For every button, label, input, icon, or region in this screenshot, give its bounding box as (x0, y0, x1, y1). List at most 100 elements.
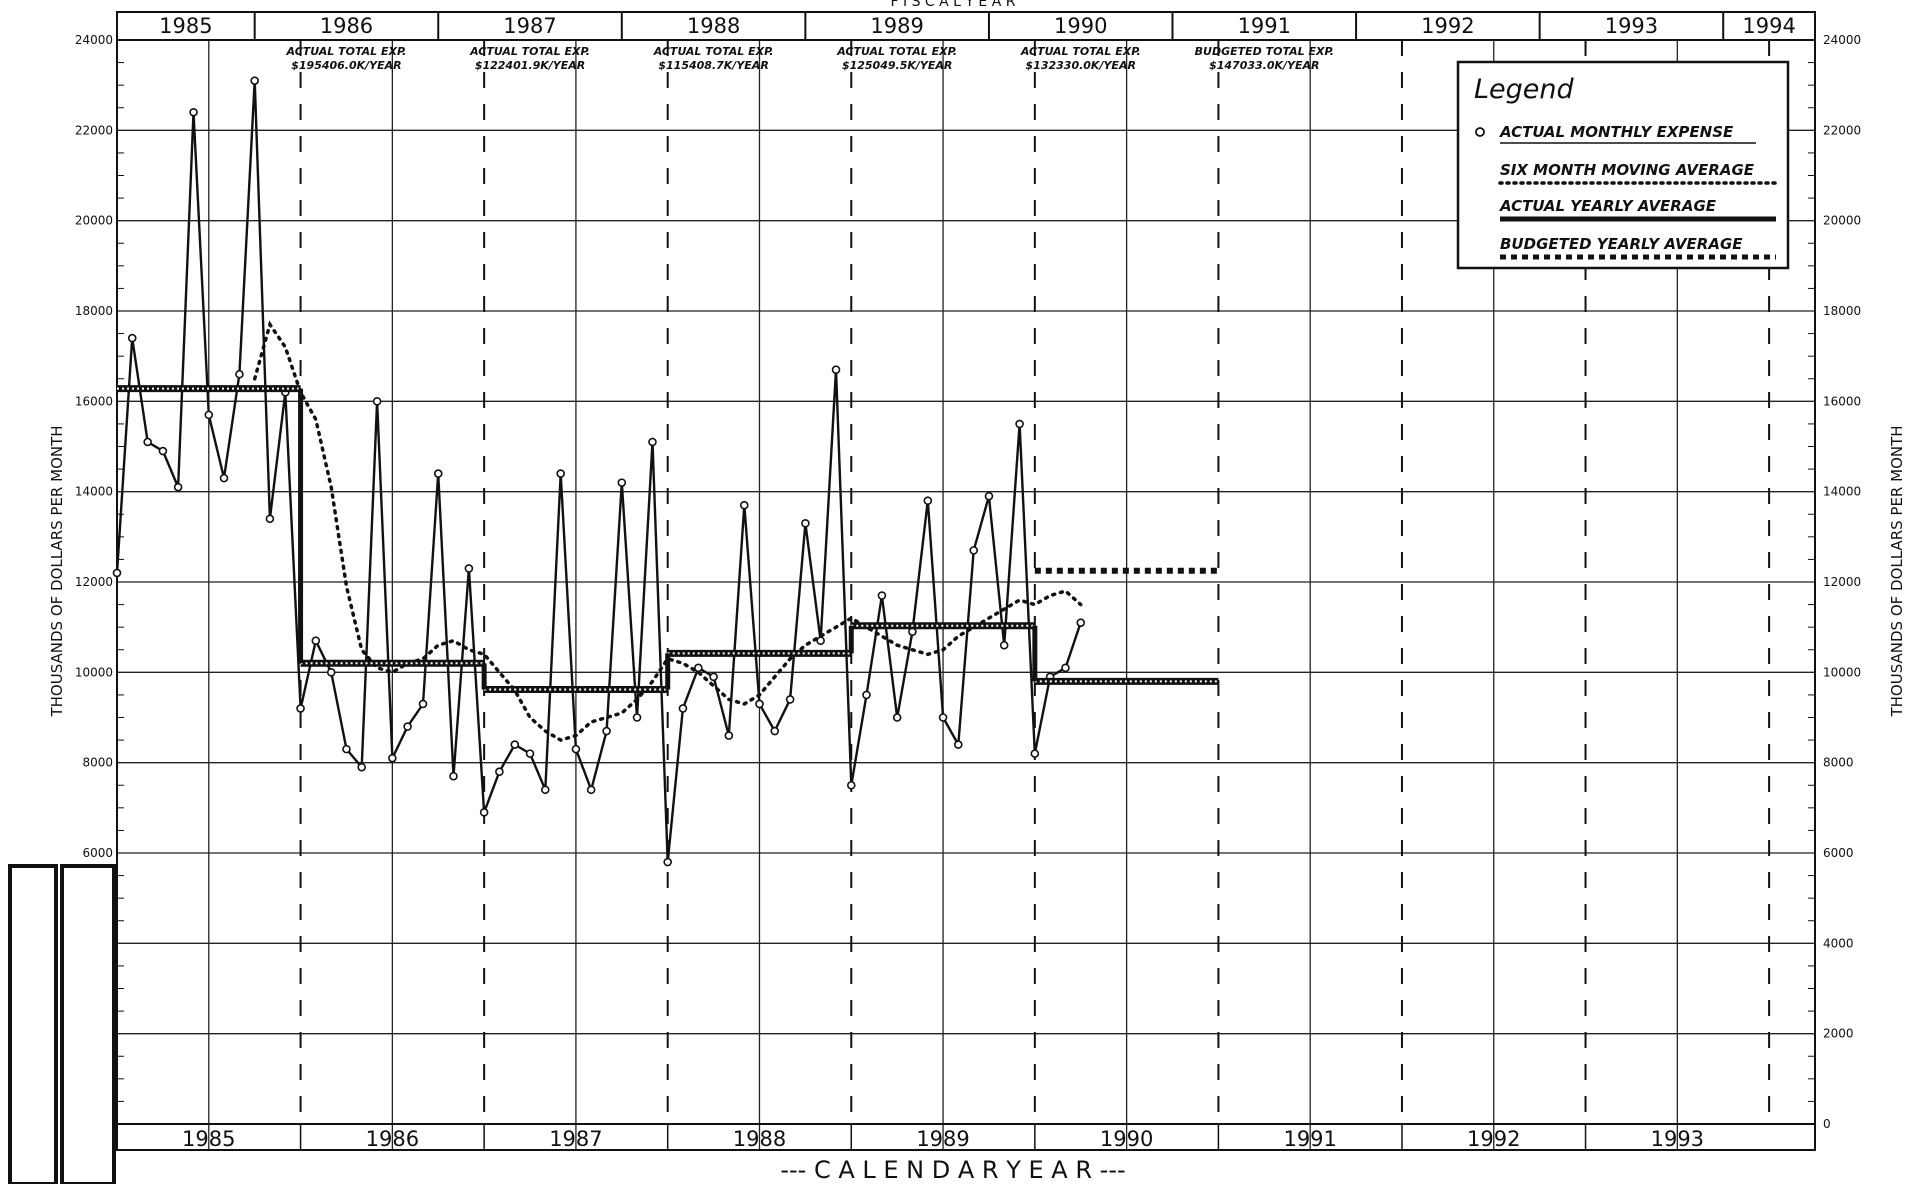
y-tick-label-right: 6000 (1823, 846, 1854, 860)
monthly-expense-point (495, 767, 504, 777)
y-tick-label-left: 22000 (75, 123, 113, 137)
fiscal-year-header: 1985 1986 1987 1988 1989 1990 1991 1992 1993 1994 (117, 12, 1815, 41)
fiscal-year-label: 1993 (1605, 14, 1658, 38)
calendar-year-label: 1992 (1467, 1127, 1520, 1151)
monthly-expense-point (464, 564, 474, 573)
y-tick-label-right: 20000 (1823, 214, 1861, 228)
fiscal-year-label: 1989 (870, 14, 923, 38)
monthly-expense-point (418, 699, 428, 709)
monthly-expense-point (1030, 749, 1040, 758)
y-tick-label-left: 10000 (75, 665, 113, 679)
monthly-expense-point (892, 713, 902, 722)
y-tick-label-right: 18000 (1823, 304, 1861, 318)
monthly-expense-point (739, 500, 749, 510)
legend-title: Legend (1474, 74, 1575, 105)
y-axis-title-right: THOUSANDS OF DOLLARS PER MONTH (1888, 425, 1906, 717)
fiscal-year-label: 1991 (1238, 14, 1291, 38)
calendar-year-label: 1990 (1100, 1127, 1153, 1151)
monthly-expense-point (525, 749, 535, 758)
fiscal-year-label: 1992 (1421, 14, 1474, 38)
monthly-expense-point (479, 808, 489, 817)
annotation-line1: BUDGETED TOTAL EXP. (1195, 45, 1334, 58)
y-tick-label-left: 8000 (82, 756, 113, 770)
y-tick-label-right: 24000 (1823, 33, 1861, 47)
monthly-expense-point (724, 731, 734, 740)
series (112, 76, 1219, 867)
monthly-expense-point (877, 591, 887, 600)
monthly-expense-point (816, 636, 825, 646)
legend-label: ACTUAL YEARLY AVERAGE (1499, 197, 1717, 215)
legend-swatch-marker (1475, 127, 1485, 137)
monthly-expense-point (755, 699, 764, 709)
annotation-line1: ACTUAL TOTAL EXP. (286, 45, 407, 58)
monthly-expense-point (556, 469, 565, 478)
monthly-expense-point (984, 491, 994, 501)
monthly-expense-point (938, 713, 948, 722)
annotation-line2: $125049.5K/YEAR (842, 59, 952, 72)
annotation-line1: ACTUAL TOTAL EXP. (1020, 45, 1141, 58)
monthly-expense-point (663, 857, 673, 867)
y-tick-label-right: 2000 (1823, 1027, 1854, 1041)
x-axis-title: --- C A L E N D A R Y E A R --- (780, 1156, 1125, 1184)
monthly-expense-point (617, 478, 627, 487)
y-tick-label-right: 12000 (1823, 575, 1861, 589)
y-tick-label-left: 6000 (82, 846, 113, 860)
monthly-expense-point (342, 744, 351, 754)
fiscal-year-label: 1994 (1742, 14, 1795, 38)
calendar-year-label: 1988 (733, 1127, 786, 1151)
monthly-expense-point (953, 740, 963, 749)
fiscal-year-label: 1986 (320, 14, 373, 38)
received-stamp (8, 864, 116, 1184)
y-axis-title-left: THOUSANDS OF DOLLARS PER MONTH (48, 425, 66, 717)
legend: Legend ACTUAL MONTHLY EXPENSE SIX MONTH MO… (1456, 60, 1790, 270)
monthly-expense-point (296, 704, 305, 713)
monthly-expense-point (923, 496, 933, 506)
monthly-expense-point (678, 704, 688, 713)
monthly-expense-point (648, 437, 657, 447)
monthly-expense-point (540, 785, 550, 795)
y-tick-label-right: 8000 (1823, 756, 1854, 770)
monthly-expense-point (602, 726, 611, 736)
axes: 0 2000 4000 6000 6000 8000 8000 10000 10000 12000… (75, 11, 1861, 1151)
annotation-line2: $195406.0K/YEAR (291, 59, 401, 72)
fiscal-year-label: 1987 (503, 14, 556, 38)
annotation-line2: $122401.9K/YEAR (475, 59, 585, 72)
y-tick-label-right: 0 (1823, 1117, 1831, 1131)
monthly-expense-point (709, 672, 718, 682)
legend-box (1456, 60, 1790, 270)
annotation-line1: ACTUAL TOTAL EXP. (653, 45, 774, 58)
monthly-expense-point (219, 473, 229, 483)
monthly-expense-point (785, 695, 795, 704)
y-tick-label-left: 14000 (75, 485, 113, 499)
calendar-year-label: 1993 (1651, 1127, 1704, 1151)
monthly-expense-point (1015, 419, 1024, 429)
monthly-expense-point (862, 690, 871, 700)
calendar-year-label: 1986 (366, 1127, 419, 1151)
y-tick-label-left: 24000 (75, 33, 113, 47)
monthly-expense-point (632, 713, 642, 722)
monthly-expense-point (999, 640, 1009, 650)
monthly-expense-point (158, 446, 168, 456)
legend-label: BUDGETED YEARLY AVERAGE (1500, 235, 1743, 253)
monthly-expense-point (173, 482, 183, 492)
monthly-expense-point (846, 780, 856, 790)
monthly-expense-point (204, 410, 214, 420)
top-title-fragment: F I S C A L Y E A R (891, 0, 1016, 10)
monthly-expense-point (326, 668, 336, 677)
y-tick-label-left: 12000 (75, 575, 113, 589)
monthly-expense-point (1061, 663, 1070, 673)
monthly-expense-point (571, 744, 581, 754)
monthly-expense-point (388, 753, 397, 763)
monthly-expense-point (831, 365, 841, 375)
monthly-expense-point (189, 107, 198, 117)
monthly-expense-point (112, 568, 122, 578)
monthly-expense-point (969, 546, 979, 555)
monthly-expense-point (586, 785, 596, 795)
monthly-expense-point (372, 397, 382, 406)
monthly-expense-point (235, 369, 244, 379)
fiscal-year-label: 1990 (1054, 14, 1107, 38)
calendar-year-label: 1987 (549, 1127, 602, 1151)
y-tick-label-left: 20000 (75, 214, 113, 228)
calendar-year-footer: 1985 1986 1987 1988 1989 1990 1991 1992 1993 (116, 1123, 1815, 1151)
